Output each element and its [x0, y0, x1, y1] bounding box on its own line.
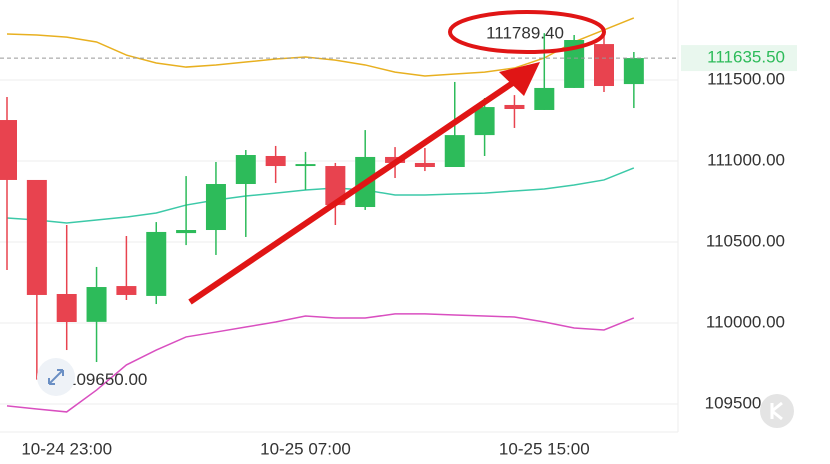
x-tick-label: 10-24 23:00 [21, 439, 112, 458]
y-tick-label: 111500.00 [707, 70, 785, 89]
y-tick-label: 111000.00 [707, 150, 785, 169]
min-label: 109650.00 [67, 370, 147, 389]
candle-body [0, 120, 17, 180]
logo [760, 394, 794, 428]
candle-body [235, 155, 256, 185]
expand-icon [48, 369, 64, 385]
candle-body [295, 164, 316, 167]
x-tick-label: 10-25 07:00 [260, 439, 351, 458]
candle-body [414, 162, 435, 168]
highlight-circle [448, 10, 606, 54]
candle-body [176, 230, 197, 234]
candle-body [564, 40, 585, 88]
arrow-head [499, 62, 540, 96]
candle-body [594, 44, 614, 87]
candle-body [504, 104, 525, 110]
last-price-box [681, 45, 797, 72]
band-line [6, 167, 635, 224]
candle-body [116, 286, 137, 295]
candle-body [474, 107, 495, 136]
candle-body [146, 231, 167, 296]
trend-arrow [188, 75, 522, 305]
plot: 109500.00110000.00110500.00111000.001115… [0, 17, 797, 458]
band-line [6, 313, 635, 413]
candle-body [265, 155, 286, 167]
candle-body [534, 87, 555, 110]
last-price-label: 111635.50 [707, 48, 785, 67]
candle-body [86, 287, 107, 322]
y-tick-label: 110000.00 [706, 312, 785, 331]
candle-body [623, 58, 644, 85]
candle-body [205, 184, 226, 231]
candle-body [56, 293, 77, 323]
candle-body [444, 135, 465, 168]
logo-mark [770, 401, 783, 421]
candle-body [325, 166, 346, 206]
y-tick-label: 110500.00 [706, 231, 785, 250]
x-tick-label: 10-25 15:00 [499, 439, 590, 458]
band-line [6, 17, 635, 77]
max-label: 111789.40 [486, 24, 564, 43]
candle-body [26, 179, 47, 295]
